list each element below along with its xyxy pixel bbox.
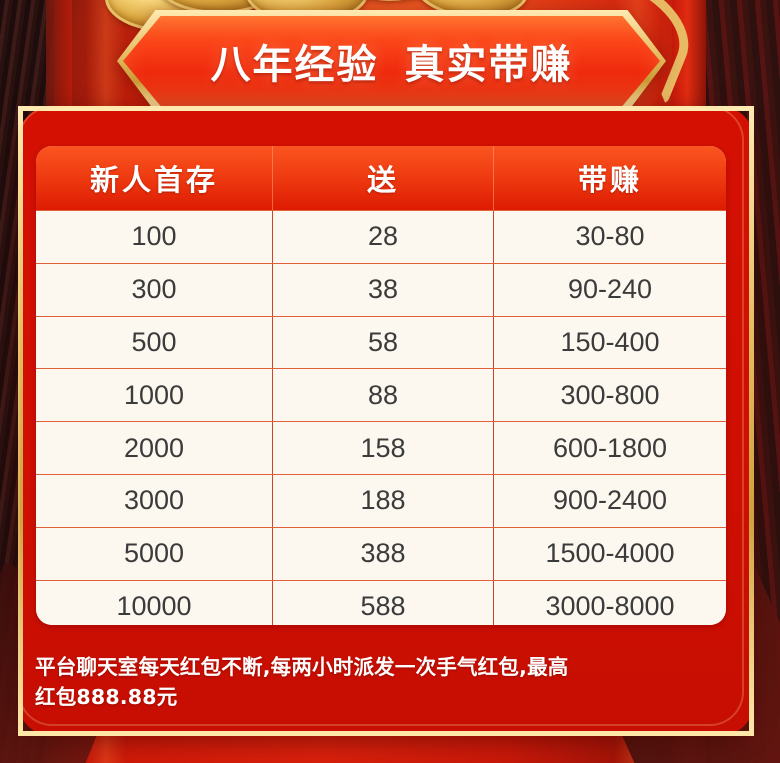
cell-deposit: 2000 [36, 422, 273, 474]
table-row: 100 28 30-80 [36, 210, 726, 263]
cell-bonus: 388 [273, 527, 494, 580]
cell-bonus: 38 [273, 263, 494, 316]
table-row: 300 38 90-240 [36, 262, 726, 316]
table-row: 5000 388 1500-4000 [36, 526, 726, 580]
cell-bonus: 88 [273, 369, 494, 422]
cell-bonus: 158 [273, 422, 494, 474]
table-header-bonus: 送 [273, 146, 494, 210]
table-header-earnings: 带赚 [577, 163, 642, 197]
cell-deposit: 3000 [36, 474, 273, 527]
caption-line-2: 红包888.88元 [35, 685, 178, 709]
table-row: 3000 188 900-2400 [36, 473, 726, 527]
cell-deposit: 5000 [36, 527, 273, 580]
cell-bonus: 588 [273, 580, 494, 625]
cell-earnings: 3000-8000 [494, 580, 726, 625]
cell-bonus: 58 [273, 316, 494, 369]
cell-earnings: 150-400 [494, 316, 726, 369]
cell-bonus: 188 [273, 474, 494, 527]
bonus-table: 新人首存 送 带赚 100 28 30-80 300 38 90-240 500… [36, 146, 726, 625]
caption-line-1: 平台聊天室每天红包不断,每两小时派发一次手气红包,最高 [35, 655, 569, 679]
cell-bonus: 28 [273, 211, 494, 263]
title-ribbon: 八年经验 真实带赚 [117, 10, 666, 112]
cell-earnings: 90-240 [494, 263, 726, 316]
cell-deposit: 100 [36, 211, 273, 263]
cell-earnings: 600-1800 [494, 422, 726, 474]
table-header-deposit: 新人首存 [36, 146, 273, 210]
table-row: 10000 588 3000-8000 [36, 579, 726, 625]
cell-earnings: 300-800 [494, 369, 726, 422]
cell-deposit: 500 [36, 316, 273, 369]
ribbon-text: 八年经验 真实带赚 [123, 16, 660, 106]
table-header-row: 新人首存 送 带赚 [36, 146, 726, 210]
cell-deposit: 1000 [36, 369, 273, 422]
cell-deposit: 300 [36, 263, 273, 316]
ribbon-title-left: 八年经验 [210, 42, 379, 88]
cell-earnings: 30-80 [494, 211, 726, 263]
ribbon-title-right: 真实带赚 [404, 42, 573, 88]
cell-earnings: 1500-4000 [494, 527, 726, 580]
table-row: 500 58 150-400 [36, 315, 726, 369]
cell-earnings: 900-2400 [494, 474, 726, 527]
cell-deposit: 10000 [36, 580, 273, 625]
ribbon-plate [123, 16, 660, 106]
table-row: 2000 158 600-1800 [36, 421, 726, 474]
table-row: 1000 88 300-800 [36, 368, 726, 422]
promo-caption: 平台聊天室每天红包不断,每两小时派发一次手气红包,最高 红包888.88元 [35, 652, 735, 712]
